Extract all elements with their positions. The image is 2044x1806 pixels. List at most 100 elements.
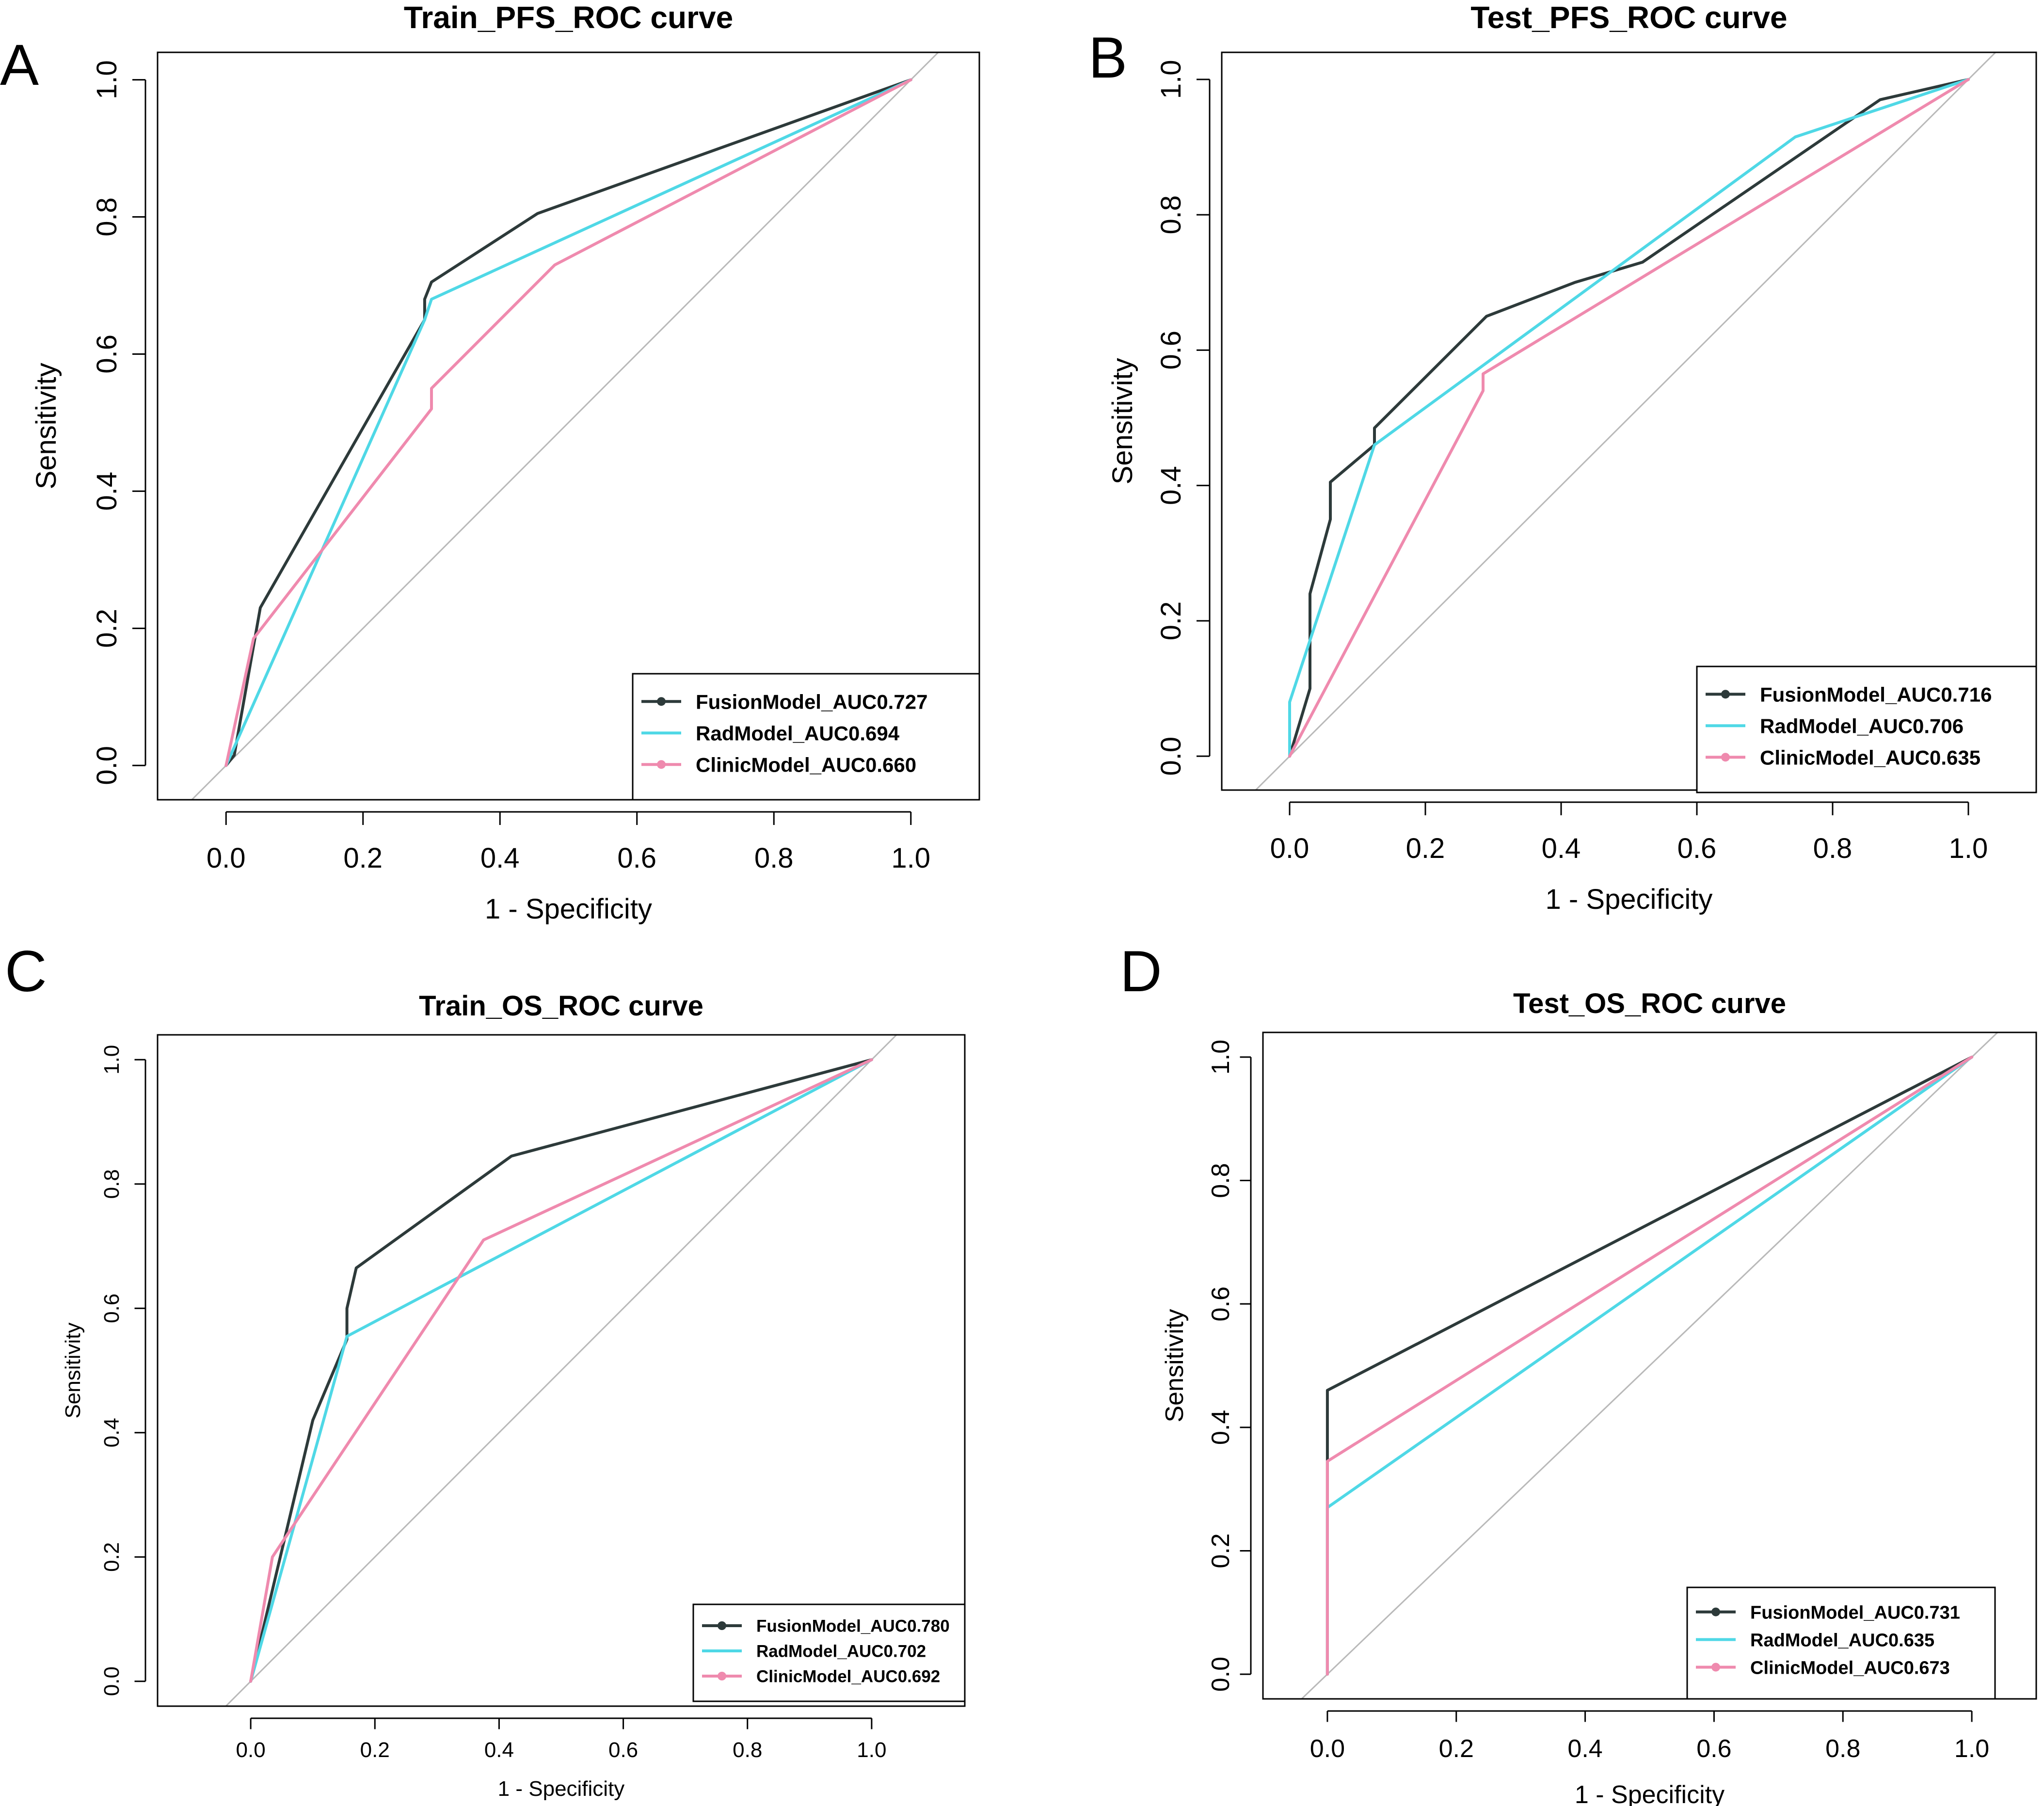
legend-entry-clinic: ClinicModel_AUC0.635 (1760, 746, 1980, 769)
diagonal-reference-line (1254, 52, 1997, 790)
plot-frame (1262, 1031, 2037, 1700)
y-tick-label: 1.0 (100, 1045, 124, 1075)
y-tick-label: 0.2 (1155, 602, 1187, 641)
x-tick-label: 0.6 (617, 842, 656, 874)
x-tick-label: 0.8 (733, 1738, 762, 1762)
x-tick-label: 0.2 (1439, 1735, 1474, 1763)
y-tick-label: 0.0 (1207, 1657, 1235, 1692)
chart-panel-d: D Test_OS_ROC curve 0.0 0.2 0.4 0.6 0.8 1.0 1 - … (1120, 939, 2037, 1806)
x-tick-label: 0.8 (1813, 833, 1852, 864)
legend-entry-rad: RadModel_AUC0.694 (696, 722, 900, 745)
chart-title: Test_PFS_ROC curve (1470, 0, 1787, 35)
diagonal-reference-line (1300, 1032, 1999, 1699)
legend-entry-rad: RadModel_AUC0.702 (756, 1642, 926, 1661)
x-tick-label: 0.2 (360, 1738, 390, 1762)
x-tick-label: 0.8 (754, 842, 794, 874)
legend-marker-fusion (718, 1621, 726, 1630)
roc-line-clinic (1325, 1055, 1974, 1676)
y-tick-label: 0.2 (1207, 1533, 1235, 1568)
legend-entry-fusion: FusionModel_AUC0.731 (1750, 1602, 1960, 1623)
legend: FusionModel_AUC0.780 RadModel_AUC0.702 Cli… (692, 1603, 966, 1702)
y-tick-label: 1.0 (1207, 1040, 1235, 1075)
legend-entry-clinic: ClinicModel_AUC0.660 (696, 753, 916, 776)
y-tick-label: 0.4 (1207, 1410, 1235, 1445)
diagonal-reference-line (224, 1035, 898, 1706)
x-axis-label: 1 - Specificity (1546, 884, 1713, 915)
roc-line-fusion (224, 78, 912, 767)
y-axis-label: Sensitivity (1161, 1309, 1189, 1422)
y-axis-label: Sensitivity (1107, 358, 1138, 484)
chart-title: Train_PFS_ROC curve (404, 0, 733, 35)
x-tick-label: 0.0 (236, 1738, 266, 1762)
legend-marker-clinic (1711, 1663, 1720, 1672)
panel-label: B (1088, 25, 1127, 90)
y-tick-label: 0.8 (91, 197, 123, 237)
legend-marker-fusion (1711, 1607, 1720, 1616)
y-tick-label: 0.8 (1155, 195, 1187, 235)
y-tick-label: 0.4 (1155, 466, 1187, 505)
panel-label: D (1120, 939, 1162, 1004)
roc-line-clinic (1288, 78, 1970, 758)
chart-panel-a: A Train_PFS_ROC curve 0.0 0.2 0.4 0.6 0.8 1.0 1 … (0, 0, 980, 925)
diagonal-reference-line (191, 52, 940, 800)
legend-entry-clinic: ClinicModel_AUC0.692 (756, 1667, 940, 1686)
legend-marker-fusion (1721, 690, 1730, 699)
y-tick-label: 0.2 (100, 1542, 124, 1572)
x-tick-label: 0.2 (1406, 833, 1445, 864)
roc-line-rad (249, 1058, 873, 1683)
legend-marker-clinic (1721, 753, 1730, 762)
y-tick-label: 0.8 (100, 1169, 124, 1199)
x-tick-label: 0.4 (480, 842, 520, 874)
y-axis-label: Sensitivity (61, 1322, 85, 1418)
legend-marker-fusion (657, 697, 666, 706)
legend-entry-rad: RadModel_AUC0.706 (1760, 714, 1964, 737)
legend-box (692, 1603, 966, 1702)
x-tick-label: 0.6 (608, 1738, 638, 1762)
chart-panel-c: C Train_OS_ROC curve 0.0 0.2 0.4 0.6 0.8 1.0 1 -… (5, 939, 966, 1801)
x-tick-label: 1.0 (891, 842, 930, 874)
x-tick-label: 1.0 (1954, 1735, 1989, 1763)
y-tick-label: 0.0 (100, 1666, 124, 1696)
plot-frame (1221, 51, 2037, 791)
legend-box (1696, 665, 2037, 793)
x-tick-label: 0.8 (1825, 1735, 1860, 1763)
legend-entry-fusion: FusionModel_AUC0.727 (696, 690, 927, 713)
y-tick-label: 0.6 (1155, 331, 1187, 370)
panel-label: A (0, 32, 39, 97)
legend-entry-fusion: FusionModel_AUC0.716 (1760, 683, 1992, 706)
legend: FusionModel_AUC0.727 RadModel_AUC0.694 Cli… (632, 673, 980, 801)
chart-title: Train_OS_ROC curve (419, 990, 703, 1022)
chart-panel-b: B Test_PFS_ROC curve 0.0 0.2 0.4 0.6 0.8 1.0 1 -… (1088, 0, 2037, 915)
legend-box (632, 673, 980, 801)
legend-entry-fusion: FusionModel_AUC0.780 (756, 1617, 950, 1636)
x-tick-label: 1.0 (1949, 833, 1988, 864)
roc-line-fusion (249, 1058, 873, 1683)
y-tick-label: 1.0 (1155, 60, 1187, 99)
x-tick-label: 0.0 (207, 842, 246, 874)
roc-line-clinic (224, 78, 912, 767)
y-tick-label: 0.8 (1207, 1163, 1235, 1198)
x-tick-label: 0.4 (1567, 1735, 1602, 1763)
x-axis-label: 1 - Specificity (1575, 1781, 1725, 1806)
legend: FusionModel_AUC0.716 RadModel_AUC0.706 Cli… (1696, 665, 2037, 793)
x-tick-label: 0.6 (1677, 833, 1717, 864)
y-tick-label: 0.4 (100, 1418, 124, 1447)
legend-entry-clinic: ClinicModel_AUC0.673 (1750, 1658, 1950, 1678)
y-tick-label: 0.0 (91, 746, 123, 785)
x-tick-label: 0.4 (1542, 833, 1581, 864)
panel-label: C (5, 939, 47, 1004)
chart-title: Test_OS_ROC curve (1513, 988, 1786, 1019)
y-tick-label: 0.6 (91, 334, 123, 374)
x-tick-label: 0.0 (1310, 1735, 1345, 1763)
x-tick-label: 1.0 (857, 1738, 886, 1762)
legend-entry-rad: RadModel_AUC0.635 (1750, 1630, 1934, 1650)
y-axis-label: Sensitivity (31, 363, 62, 489)
y-tick-label: 0.2 (91, 609, 123, 648)
roc-line-fusion (1288, 78, 1970, 758)
plot-frame (157, 51, 980, 801)
legend: FusionModel_AUC0.731 RadModel_AUC0.635 Cli… (1686, 1586, 1996, 1700)
y-tick-label: 0.6 (1207, 1286, 1235, 1321)
x-tick-label: 0.6 (1696, 1735, 1731, 1763)
roc-line-rad (1288, 78, 1970, 758)
